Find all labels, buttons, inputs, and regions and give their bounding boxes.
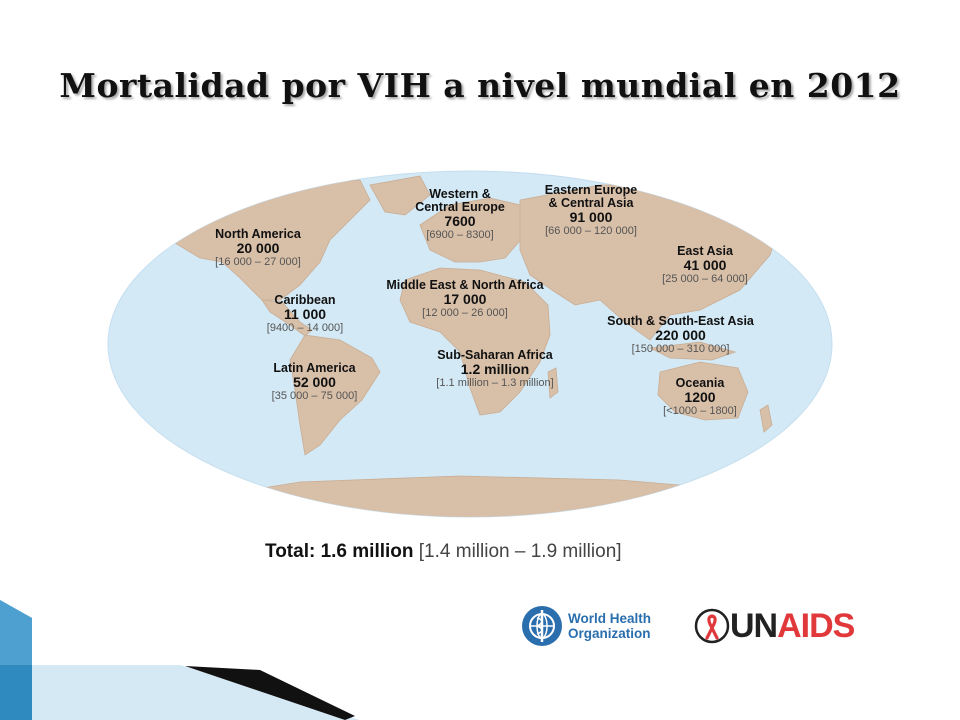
region-sub-saharan-africa: Sub-Saharan Africa 1.2 million [1.1 mill… [415, 349, 575, 390]
region-north-america: North America 20 000 [16 000 – 27 000] [193, 228, 323, 269]
land-africa [399, 267, 551, 416]
region-range: [66 000 – 120 000] [545, 225, 637, 237]
region-latin-america: Latin America 52 000 [35 000 – 75 000] [252, 362, 377, 403]
region-name: Sub-Saharan Africa [437, 348, 553, 362]
unaids-logo: UN AIDS [694, 607, 855, 645]
unaids-text-aids: AIDS [777, 607, 855, 645]
who-emblem-icon [522, 606, 562, 646]
region-range: [9400 – 14 000] [266, 322, 344, 334]
region-name-line2: Central Europe [415, 200, 505, 214]
region-name: East Asia [677, 244, 733, 258]
page-title: Mortalidad por VIH a nivel mundial en 20… [59, 66, 901, 105]
region-western-central-europe: Western & Central Europe 7600 [6900 – 83… [396, 188, 524, 242]
region-range: [16 000 – 27 000] [215, 256, 301, 268]
total-summary: Total: 1.6 million [1.4 million – 1.9 mi… [265, 541, 622, 563]
region-name: Caribbean [274, 293, 336, 307]
region-name: South & South-East Asia [607, 314, 754, 328]
land-new-zealand [759, 404, 773, 433]
region-eastern-europe-central-asia: Eastern Europe & Central Asia 91 000 [66… [526, 184, 656, 238]
red-ribbon-icon [694, 608, 730, 644]
land-australia [657, 361, 749, 421]
land-madagascar [547, 367, 559, 399]
region-name-line2: & Central Asia [548, 196, 634, 210]
region-middle-east-north-africa: Middle East & North Africa 17 000 [12 00… [365, 279, 565, 320]
region-name-line1: Western & [429, 187, 491, 201]
land-greenland [369, 175, 431, 216]
region-range: [12 000 – 26 000] [422, 307, 508, 319]
region-value: 7600 [444, 213, 476, 229]
land-indonesia [648, 341, 737, 361]
region-value: 41 000 [683, 257, 727, 273]
region-name: North America [215, 227, 301, 241]
region-range: [<1000 – 1800] [663, 405, 737, 417]
region-south-south-east-asia: South & South-East Asia 220 000 [150 000… [588, 315, 773, 356]
region-caribbean: Caribbean 11 000 [9400 – 14 000] [245, 294, 365, 335]
region-name-line1: Eastern Europe [544, 183, 638, 197]
land-europe [419, 197, 526, 263]
region-value: 1200 [684, 389, 716, 405]
land-south-america [289, 334, 381, 456]
region-value: 17 000 [443, 291, 487, 307]
region-value: 220 000 [655, 327, 706, 343]
region-value: 91 000 [569, 209, 613, 225]
region-value: 1.2 million [460, 361, 530, 377]
total-range: [1.4 million – 1.9 million] [418, 541, 622, 562]
who-text-line1: World Health [568, 611, 652, 626]
region-range: [25 000 – 64 000] [662, 273, 748, 285]
region-oceania: Oceania 1200 [<1000 – 1800] [645, 377, 755, 418]
region-value: 20 000 [236, 240, 280, 256]
region-name: Middle East & North Africa [386, 278, 544, 292]
region-name: Oceania [675, 376, 725, 390]
region-range: [1.1 million – 1.3 million] [436, 377, 554, 389]
region-range: [35 000 – 75 000] [271, 390, 358, 402]
region-east-asia: East Asia 41 000 [25 000 – 64 000] [645, 245, 765, 286]
unaids-text-un: UN [730, 607, 778, 645]
who-logo: World Health Organization [520, 604, 651, 648]
land-central-america [261, 299, 313, 337]
region-range: [6900 – 8300] [426, 229, 494, 241]
total-label: Total: 1.6 million [265, 541, 414, 562]
who-text-line2: Organization [568, 626, 651, 641]
region-range: [150 000 – 310 000] [631, 343, 730, 355]
region-value: 11 000 [283, 306, 327, 322]
region-name: Latin America [273, 361, 356, 375]
region-value: 52 000 [293, 374, 336, 390]
